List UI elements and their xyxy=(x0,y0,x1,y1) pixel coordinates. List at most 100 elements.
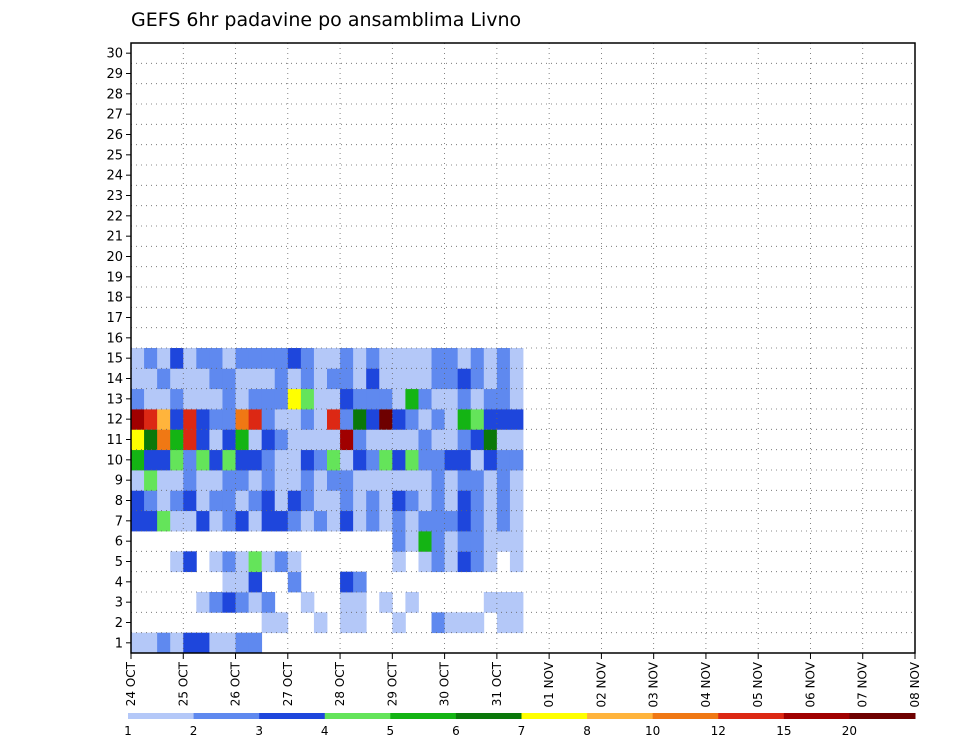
heat-cell xyxy=(144,470,158,491)
heat-cell xyxy=(235,592,249,613)
heat-cell xyxy=(274,348,289,369)
heat-cell xyxy=(222,429,236,451)
heat-cell xyxy=(170,632,184,654)
heat-cell xyxy=(300,388,315,410)
heat-cell xyxy=(418,490,432,512)
chart-title: GEFS 6hr padavine po ansamblima Livno xyxy=(131,9,521,31)
heat-cell xyxy=(457,531,472,552)
heat-cell xyxy=(235,409,249,430)
heat-cell xyxy=(196,490,210,512)
heat-cell xyxy=(235,368,249,390)
heat-cell xyxy=(379,388,393,410)
heat-cell xyxy=(274,510,289,532)
y-tick-label: 8 xyxy=(115,494,123,509)
y-tick-label: 17 xyxy=(106,311,123,326)
heat-cell xyxy=(392,470,406,491)
heat-cell xyxy=(457,612,472,634)
heat-cell xyxy=(496,531,511,552)
heat-cell xyxy=(261,490,276,512)
heat-cell xyxy=(183,368,197,390)
heat-cell xyxy=(274,388,289,410)
heat-cell xyxy=(366,510,380,532)
heat-cell xyxy=(300,470,315,491)
heat-cell xyxy=(144,348,158,369)
heat-cell xyxy=(379,510,393,532)
heat-cell xyxy=(261,348,276,369)
heat-cell xyxy=(470,470,485,491)
heat-cell xyxy=(457,368,472,390)
legend-swatch xyxy=(455,713,522,719)
heat-cell xyxy=(313,388,328,410)
heat-cell xyxy=(353,592,367,613)
legend-label: 3 xyxy=(255,724,263,738)
heat-cell xyxy=(405,388,419,410)
heat-cell xyxy=(431,429,445,451)
heat-cell xyxy=(470,490,485,512)
heat-cell xyxy=(261,449,276,471)
y-tick-label: 18 xyxy=(106,291,123,306)
heat-cell xyxy=(248,449,263,471)
heat-cell xyxy=(235,632,249,654)
heat-cell xyxy=(300,490,315,512)
heat-cell xyxy=(131,470,145,491)
heat-cell xyxy=(392,449,406,471)
heat-cell xyxy=(509,490,524,512)
heat-cell xyxy=(222,490,236,512)
heat-cell xyxy=(222,348,236,369)
y-tick-label: 28 xyxy=(106,87,123,102)
heat-cell xyxy=(144,429,158,451)
legend-swatch xyxy=(718,713,785,719)
heat-cell xyxy=(483,592,498,613)
heat-cell xyxy=(418,348,432,369)
heat-cell xyxy=(170,409,184,430)
heat-cell xyxy=(431,551,445,573)
heat-cell xyxy=(209,409,223,430)
heat-cell xyxy=(235,388,249,410)
x-tick-label: 28 OCT xyxy=(333,661,347,706)
heat-cell xyxy=(483,388,498,410)
heat-cell xyxy=(144,368,158,390)
y-tick-label: 7 xyxy=(115,514,123,529)
heat-cell xyxy=(509,551,524,573)
heat-cell xyxy=(392,348,406,369)
heat-cell xyxy=(392,531,406,552)
heat-cell xyxy=(209,429,223,451)
heat-cell xyxy=(457,429,472,451)
heat-cell xyxy=(131,632,145,654)
y-tick-label: 16 xyxy=(106,331,123,346)
heat-cell xyxy=(222,388,236,410)
heat-cell xyxy=(418,531,432,552)
heat-cell xyxy=(444,531,459,552)
heat-cell xyxy=(392,510,406,532)
legend-swatch xyxy=(390,713,457,719)
heat-cell xyxy=(405,409,419,430)
heat-cell xyxy=(157,409,171,430)
legend-label: 4 xyxy=(321,724,329,738)
heat-cell xyxy=(366,490,380,512)
heat-cell xyxy=(340,612,354,634)
y-tick-label: 9 xyxy=(115,474,123,489)
heat-cell xyxy=(222,449,236,471)
x-tick-label: 08 NOV xyxy=(908,661,922,707)
heat-cell xyxy=(170,551,184,573)
heat-cell xyxy=(457,470,472,491)
x-tick-label: 31 OCT xyxy=(490,661,504,706)
heat-cell xyxy=(340,470,354,491)
heat-cell xyxy=(196,510,210,532)
heat-cell xyxy=(327,348,341,369)
heat-cell xyxy=(366,368,380,390)
heat-cell xyxy=(327,429,341,451)
heat-cell xyxy=(235,510,249,532)
legend-label: 7 xyxy=(518,724,526,738)
heat-cell xyxy=(196,388,210,410)
y-tick-label: 19 xyxy=(106,270,123,285)
heat-cell xyxy=(209,490,223,512)
heat-cell xyxy=(457,510,472,532)
heat-cell xyxy=(366,429,380,451)
heat-cell xyxy=(209,470,223,491)
heat-cell xyxy=(248,510,263,532)
heat-cell xyxy=(183,551,197,573)
heat-cell xyxy=(496,592,511,613)
heat-cell xyxy=(431,531,445,552)
x-tick-label: 06 NOV xyxy=(803,661,817,707)
